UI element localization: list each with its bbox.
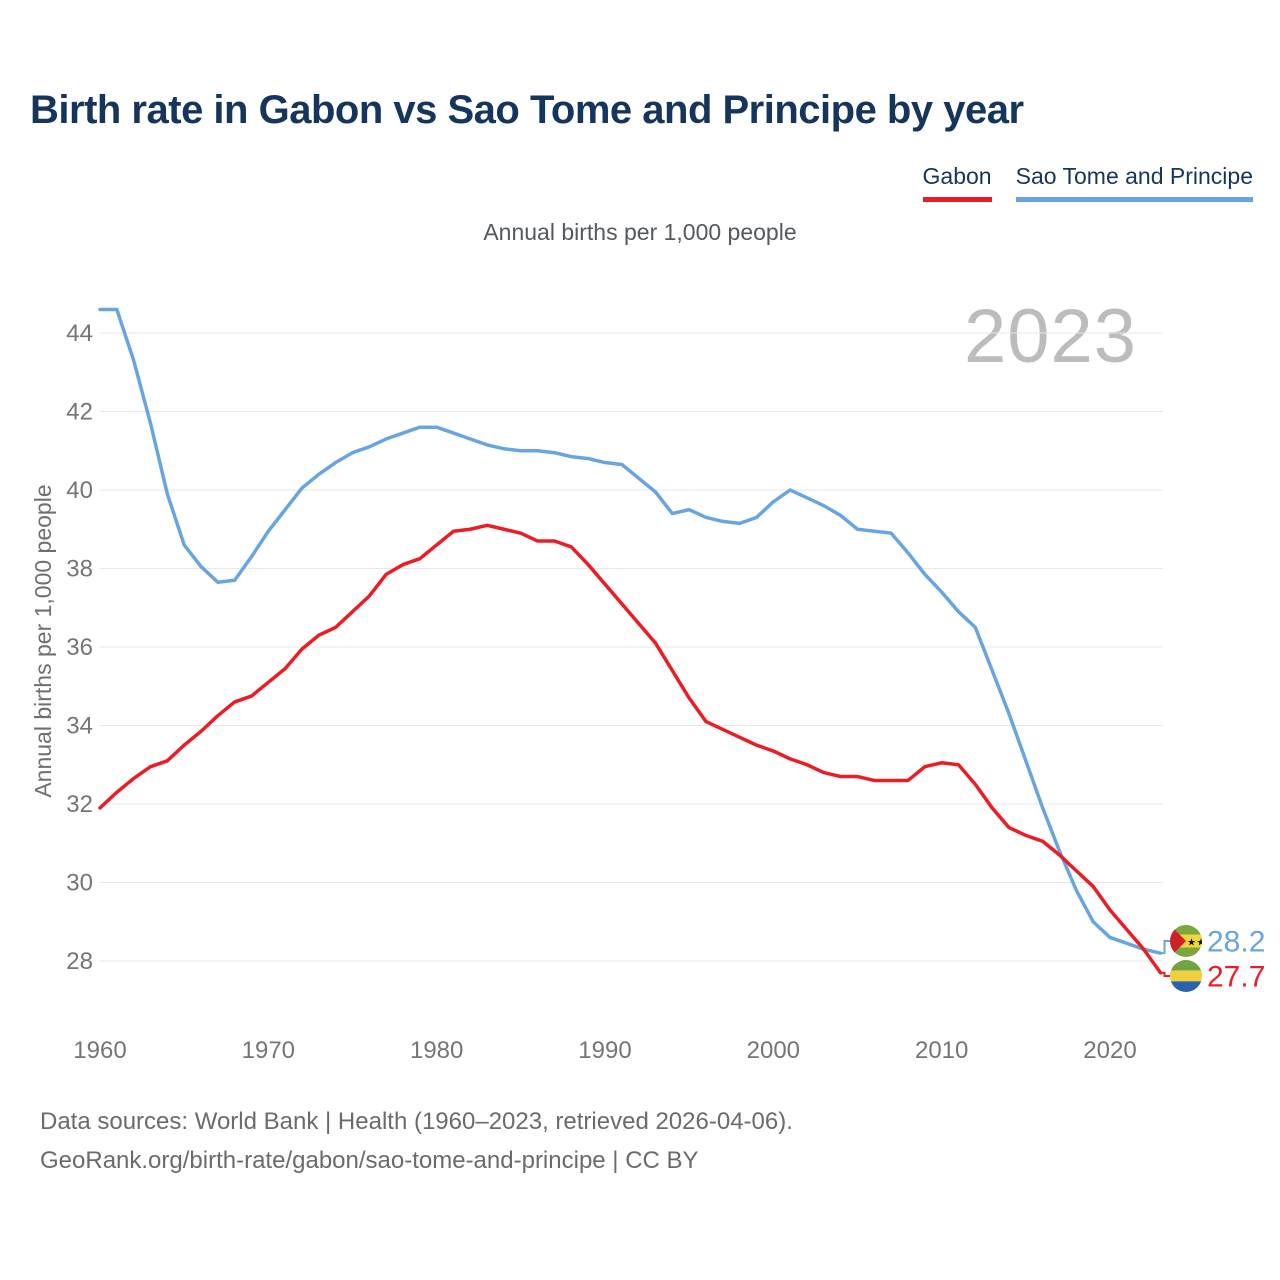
y-tick-label: 32 <box>66 791 93 818</box>
gridlines <box>100 332 1163 962</box>
y-tick-label: 30 <box>66 870 93 897</box>
end-label-connector-gabon <box>1160 971 1171 977</box>
end-label-connector-sao-tome-and-principe <box>1160 940 1171 955</box>
legend-item-gabon[interactable]: Gabon <box>922 163 992 202</box>
y-tick-label: 36 <box>66 634 93 661</box>
y-tick-label: 44 <box>66 320 93 347</box>
y-tick-label: 42 <box>66 399 93 426</box>
x-tick-label: 1980 <box>410 1037 463 1064</box>
legend-item-sao-tome-and-principe[interactable]: Sao Tome and Principe <box>1015 163 1253 202</box>
end-value-sao-tome-and-principe: 28.2 <box>1207 926 1265 959</box>
y-axis-label: Annual births per 1,000 people <box>30 484 56 798</box>
x-tick-label: 1990 <box>578 1037 631 1064</box>
footer-attribution: GeoRank.org/birth-rate/gabon/sao-tome-an… <box>40 1147 699 1174</box>
series-line-sao-tome-and-principe <box>98 307 1163 955</box>
chart-title: Birth rate in Gabon vs Sao Tome and Prin… <box>30 88 1024 132</box>
x-tick-label: 2000 <box>747 1037 800 1064</box>
y-tick-label: 38 <box>66 556 93 583</box>
x-tick-label: 1970 <box>242 1037 295 1064</box>
x-tick-label: 2020 <box>1083 1037 1136 1064</box>
y-tick-label: 40 <box>66 477 93 504</box>
x-tick-label: 2010 <box>915 1037 968 1064</box>
year-watermark: 2023 <box>964 294 1138 379</box>
footer-datasource: Data sources: World Bank | Health (1960–… <box>40 1108 793 1135</box>
x-tick-label: 1960 <box>73 1037 126 1064</box>
y-tick-label: 34 <box>66 713 93 740</box>
sao-tome-flag-icon: ★★ <box>1170 925 1206 957</box>
series-line-gabon <box>98 523 1163 975</box>
chart-subtitle: Annual births per 1,000 people <box>483 219 797 245</box>
svg-text:★★: ★★ <box>1187 938 1206 949</box>
end-value-gabon: 27.7 <box>1207 961 1265 994</box>
legend: Gabon Sao Tome and Principe <box>922 163 1253 202</box>
gabon-flag-icon <box>1170 960 1202 992</box>
y-tick-label: 28 <box>66 948 93 975</box>
footer: Data sources: World Bank | Health (1960–… <box>40 1102 793 1180</box>
